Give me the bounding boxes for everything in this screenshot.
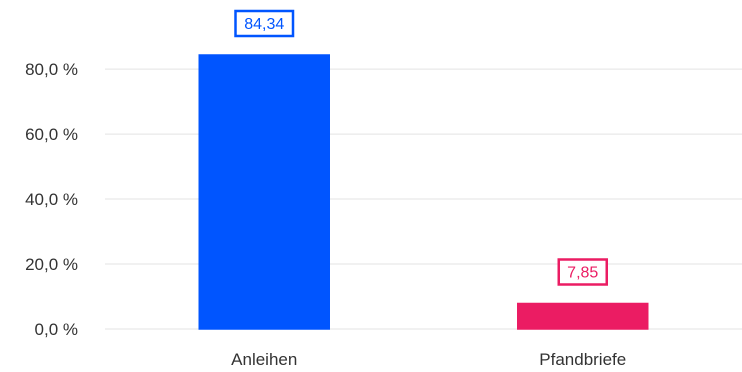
bars (198, 54, 649, 330)
data-label-box (234, 9, 295, 38)
value-labels: 84,34 7,85 (234, 9, 608, 286)
y-tick-label: 60,0 % (25, 125, 78, 144)
x-axis-tick-labels: Anleihen Pfandbriefe (231, 350, 626, 369)
y-tick-label: 0,0 % (35, 320, 78, 339)
x-tick-label: Anleihen (231, 350, 297, 369)
data-label: 84,34 (234, 9, 295, 38)
y-tick-label: 40,0 % (25, 190, 78, 209)
bar (517, 302, 649, 330)
y-tick-label: 20,0 % (25, 255, 78, 274)
data-label-text: 84,34 (244, 16, 284, 33)
y-tick-label: 80,0 % (25, 60, 78, 79)
data-label-text: 7,85 (567, 264, 598, 281)
data-label: 7,85 (557, 258, 608, 286)
y-axis-tick-labels: 0,0 % 20,0 % 40,0 % 60,0 % 80,0 % (25, 60, 78, 339)
x-tick-label: Pfandbriefe (539, 350, 626, 369)
bar (198, 54, 330, 330)
data-label-box (557, 258, 608, 286)
